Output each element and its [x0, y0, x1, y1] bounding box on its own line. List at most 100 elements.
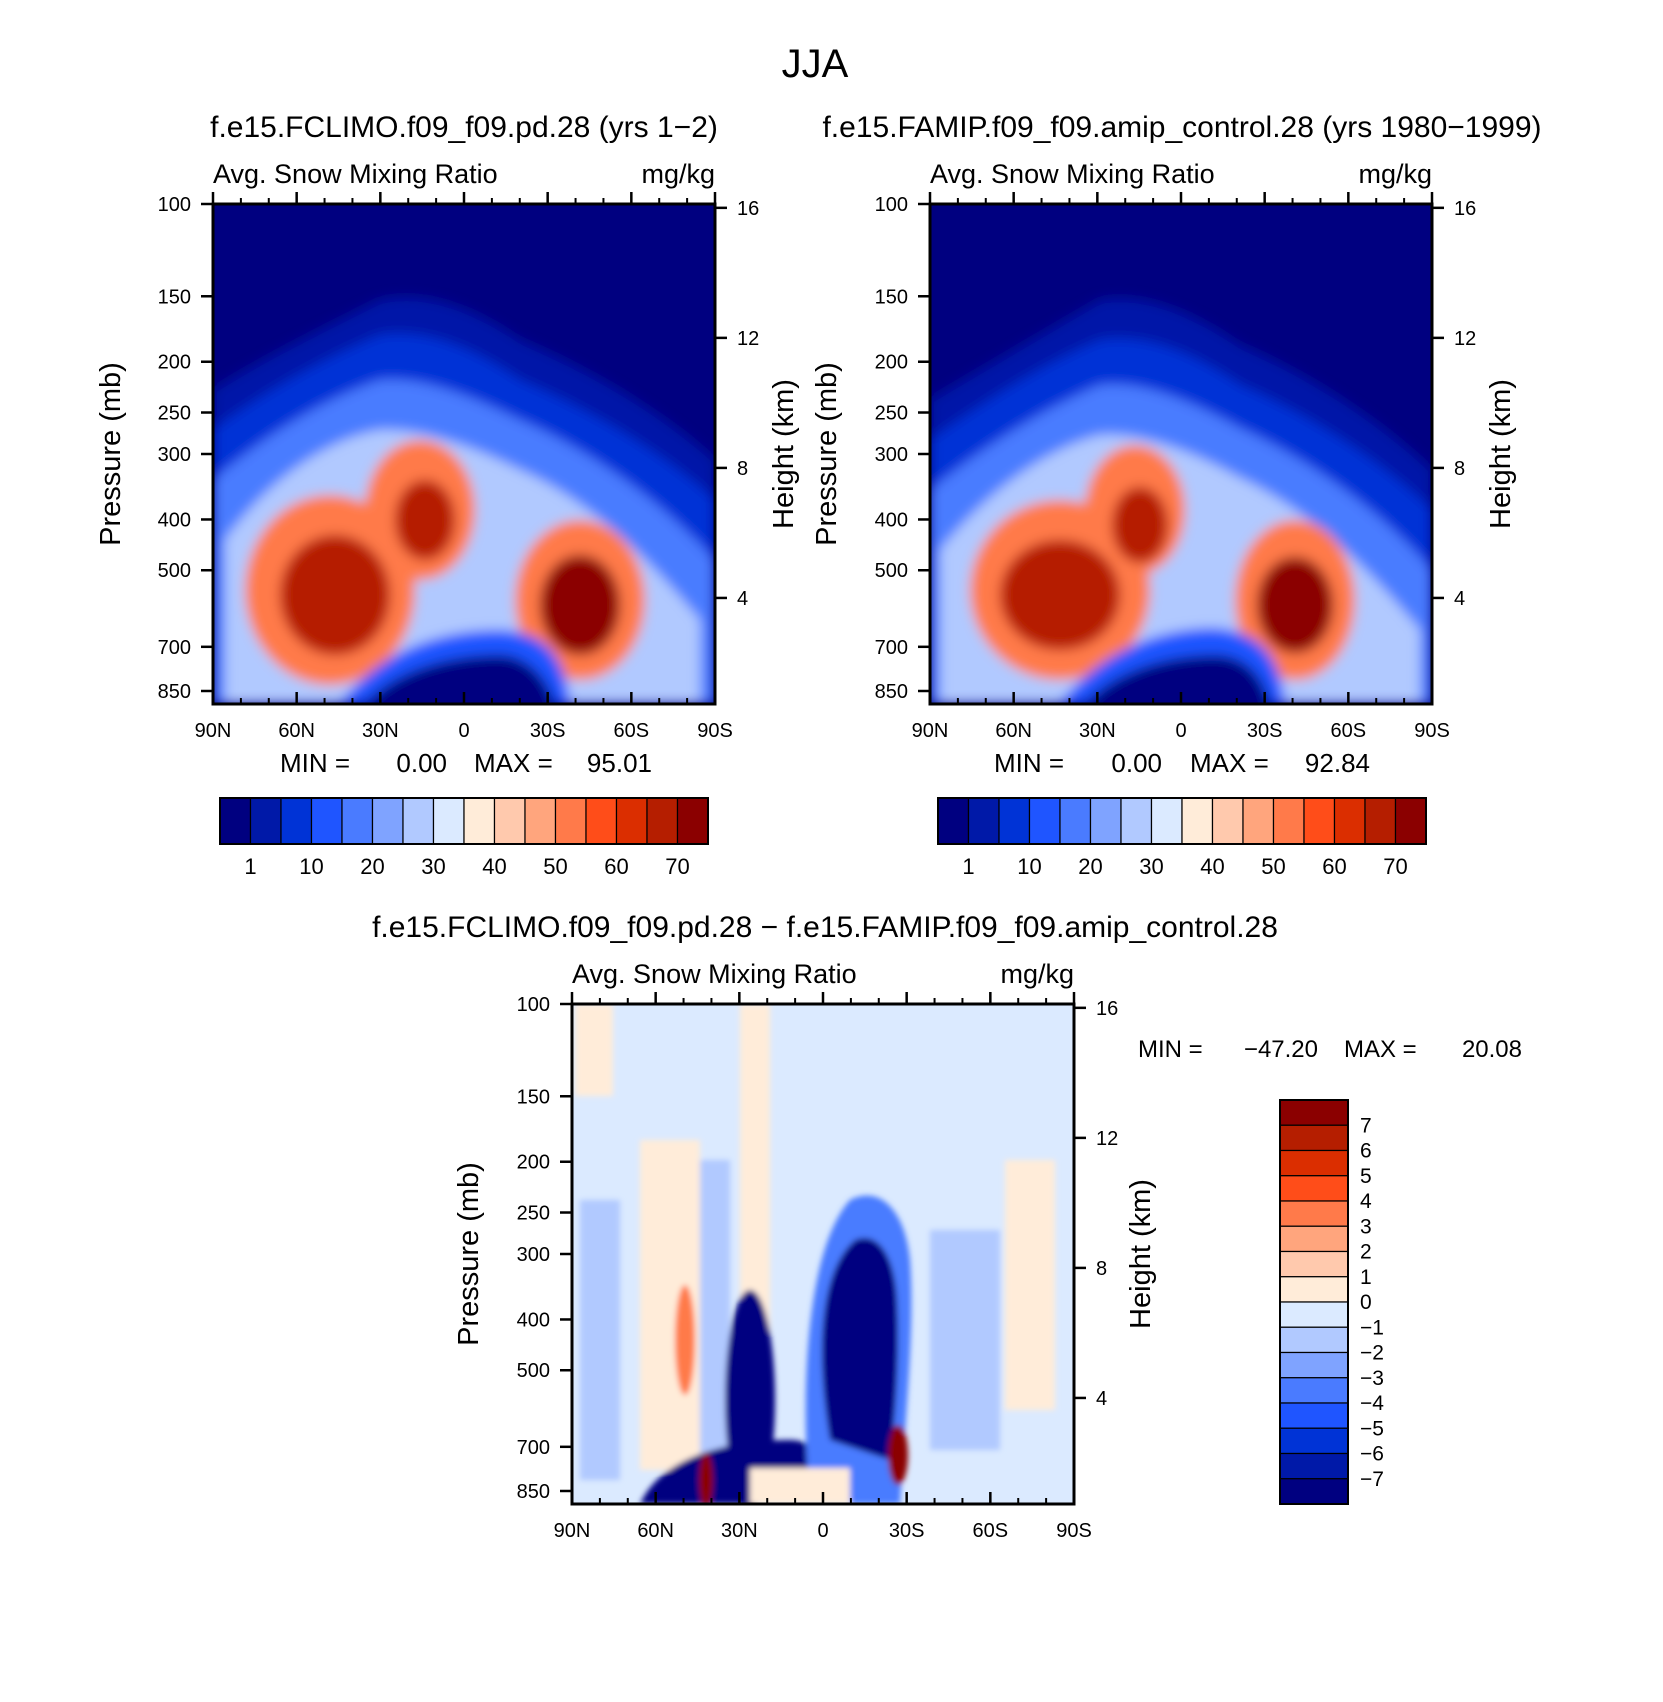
model-core-nh-2: [395, 480, 455, 560]
obs-ytick-label: 100: [875, 194, 908, 216]
diff-xtick-label: 30S: [889, 1520, 925, 1542]
diff-ytick-label: 100: [517, 994, 550, 1016]
obs-colorbar-swatch: [1059, 797, 1092, 845]
obs-field: [930, 298, 1432, 704]
figure-title: JJA: [782, 42, 849, 86]
diff-pos-blob-1: [675, 1285, 695, 1395]
diff-max-label: MAX =: [1344, 1036, 1417, 1063]
diff-colorbar-frame: [1279, 1099, 1349, 1505]
obs-colorbar-label: 70: [1383, 854, 1407, 879]
diff-pos-strip-4: [1005, 1160, 1055, 1410]
model-ytick-label: 100: [158, 194, 191, 216]
model-ytick-label: 150: [158, 286, 191, 308]
obs-colorbar-label: 50: [1261, 854, 1285, 879]
obs-ytick-label: 400: [875, 509, 908, 531]
obs-colorbar: 1 10 20 30 40 50 60 70: [937, 797, 1427, 879]
diff-pos-blob-3: [699, 1452, 713, 1504]
diff-neg-strip-2: [700, 1160, 730, 1460]
diff-pos-strip-1: [575, 1004, 613, 1096]
obs-colorbar-swatch: [1089, 797, 1122, 845]
diff-colorbar-label: −7: [1360, 1468, 1384, 1491]
obs-max: 92.84: [1305, 748, 1370, 778]
obs-colorbar-swatch: [1120, 797, 1153, 845]
obs-ytick-label: 200: [875, 352, 908, 374]
diff-y2tick-label: 4: [1096, 1388, 1107, 1410]
model-colorbar-swatch: [310, 797, 343, 845]
model-ylabel: Pressure (mb): [95, 362, 127, 546]
diff-xtick-label: 90N: [554, 1520, 591, 1542]
model-colorbar-swatch: [249, 797, 282, 845]
model-surface-blue: [340, 630, 570, 704]
obs-xtick-label: 90N: [912, 720, 949, 742]
diff-y2tick-label: 12: [1096, 1128, 1118, 1150]
obs-colorbar-swatch: [1394, 797, 1427, 845]
obs-colorbar-swatch: [1364, 797, 1397, 845]
model-colorbar-label: 70: [665, 854, 689, 879]
diff-ytick-label: 500: [517, 1360, 550, 1382]
model-xtick-label: 0: [458, 720, 469, 742]
obs-colorbar-swatch: [937, 797, 970, 845]
model-colorbar-swatch: [280, 797, 313, 845]
diff-colorbar-label: −3: [1360, 1367, 1384, 1390]
obs-colorbar-frame: [937, 797, 1427, 845]
panel-obs: f.e15.FAMIP.f09_f09.amip_control.28 (yrs…: [811, 111, 1542, 879]
diff-ytick-label: 250: [517, 1203, 550, 1225]
model-xtick-label: 90N: [195, 720, 232, 742]
diff-colorbar-label: 4: [1360, 1190, 1372, 1213]
diff-colorbar-label: 7: [1360, 1114, 1372, 1137]
diff-colorbar-swatch: [1279, 1225, 1349, 1253]
obs-units: mg/kg: [1358, 159, 1432, 189]
diff-field: [575, 1004, 1055, 1504]
model-colorbar-swatch: [432, 797, 465, 845]
diff-xtick-label: 30N: [721, 1520, 758, 1542]
model-colorbar-swatch: [341, 797, 374, 845]
diff-colorbar-label: 5: [1360, 1165, 1372, 1188]
model-colorbar-swatch: [524, 797, 557, 845]
model-colorbar-label: 20: [360, 854, 384, 879]
diff-neg-strip-3: [930, 1230, 1000, 1450]
diff-pos-blob-2: [888, 1425, 908, 1485]
obs-xtick-label: 30N: [1079, 720, 1116, 742]
model-ytick-label: 500: [158, 560, 191, 582]
obs-colorbar-label: 1: [962, 854, 974, 879]
obs-colorbar-label: 10: [1017, 854, 1041, 879]
diff-colorbar-label: 2: [1360, 1241, 1372, 1264]
diff-colorbar-swatch: [1279, 1250, 1349, 1278]
obs-ylabel: Pressure (mb): [811, 362, 843, 546]
diff-xtick-label: 60S: [973, 1520, 1009, 1542]
obs-ytick-label: 250: [875, 403, 908, 425]
diff-axes: 90N 60N 30N 0 30S 60S 90S 100 150 200 250 300 400 500…: [453, 992, 1157, 1542]
model-y2label: Height (km): [768, 379, 800, 529]
obs-core-nh-1: [1000, 540, 1120, 650]
diff-colorbar-swatch: [1279, 1200, 1349, 1227]
diff-colorbar-swatch: [1279, 1301, 1349, 1328]
obs-ytick-label: 300: [875, 444, 908, 466]
obs-xtick-label: 30S: [1247, 720, 1283, 742]
diff-colorbar-label: −4: [1360, 1392, 1384, 1415]
obs-min: 0.00: [1111, 748, 1162, 778]
diff-colorbar-label: 6: [1360, 1140, 1372, 1163]
model-colorbar-swatch: [585, 797, 618, 845]
model-ytick-label: 700: [158, 637, 191, 659]
model-colorbar-swatch: [219, 797, 252, 845]
model-y2tick-label: 8: [737, 458, 748, 480]
obs-surface-blue: [1060, 628, 1285, 704]
model-core-nh-1: [280, 535, 390, 655]
obs-y2label: Height (km): [1485, 379, 1517, 529]
model-colorbar-label: 60: [604, 854, 628, 879]
obs-colorbar-swatch: [1242, 797, 1275, 845]
obs-colorbar-swatch: [967, 797, 1000, 845]
diff-y2tick-label: 16: [1096, 998, 1118, 1020]
model-colorbar-swatch: [676, 797, 709, 845]
model-variable: Avg. Snow Mixing Ratio: [213, 159, 498, 189]
diff-colorbar-label: −1: [1360, 1316, 1384, 1339]
diff-xtick-label: 60N: [637, 1520, 674, 1542]
model-title: f.e15.FCLIMO.f09_f09.pd.28 (yrs 1−2): [210, 111, 718, 144]
obs-min-label: MIN =: [994, 748, 1064, 778]
panel-model: f.e15.FCLIMO.f09_f09.pd.28 (yrs 1−2) Avg…: [95, 111, 800, 879]
diff-xtick-label: 90S: [1056, 1520, 1092, 1542]
diff-max: 20.08: [1462, 1036, 1522, 1063]
obs-colorbar-swatch: [1272, 797, 1305, 845]
